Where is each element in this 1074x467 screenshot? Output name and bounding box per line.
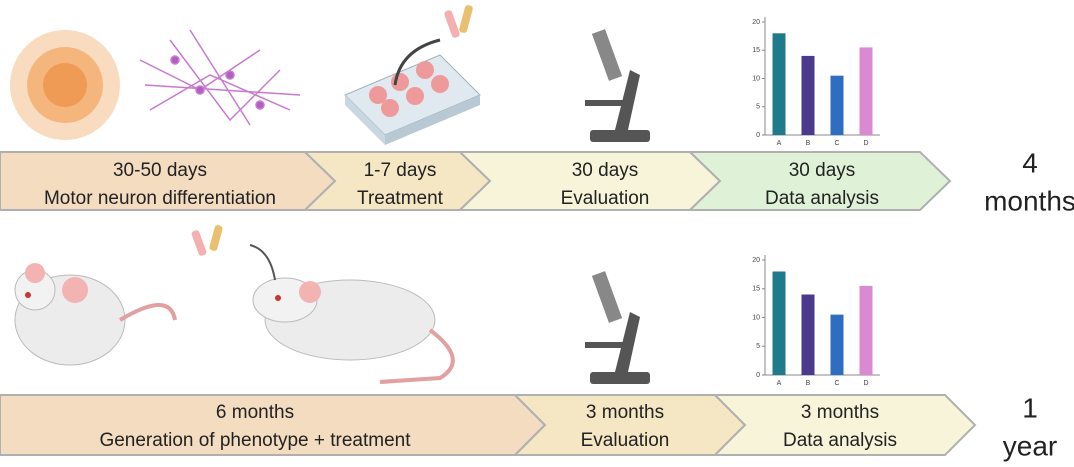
total-time: months bbox=[984, 185, 1074, 216]
y-tick-label: 0 bbox=[756, 132, 760, 139]
stage-label: Data analysis bbox=[765, 188, 879, 209]
stage-duration: 30 days bbox=[789, 160, 856, 181]
y-tick-label: 20 bbox=[752, 19, 760, 26]
total-time: 4 bbox=[1022, 147, 1038, 178]
microscope bbox=[585, 29, 650, 142]
stage-label: Evaluation bbox=[581, 430, 670, 451]
bar bbox=[772, 271, 786, 375]
x-tick-label: B bbox=[806, 140, 811, 147]
stage-arrow bbox=[712, 394, 977, 456]
stage-label: Motor neuron differentiation bbox=[44, 188, 276, 209]
y-tick-label: 0 bbox=[756, 372, 760, 379]
mouse bbox=[191, 225, 455, 384]
microscope bbox=[585, 271, 650, 384]
y-tick-label: 15 bbox=[752, 47, 760, 54]
y-tick-label: 5 bbox=[756, 104, 760, 111]
cell-cluster bbox=[10, 30, 120, 140]
x-tick-label: C bbox=[834, 380, 839, 387]
bar bbox=[772, 33, 786, 135]
bar bbox=[801, 55, 815, 135]
x-tick-label: D bbox=[863, 140, 868, 147]
bar bbox=[801, 294, 815, 375]
stage-duration: 6 months bbox=[216, 402, 294, 423]
stage-label: Generation of phenotype + treatment bbox=[99, 430, 411, 451]
y-tick-label: 5 bbox=[756, 343, 760, 350]
y-tick-label: 15 bbox=[752, 286, 760, 293]
y-tick-label: 20 bbox=[752, 257, 760, 264]
stage-duration: 3 months bbox=[586, 402, 664, 423]
mouse bbox=[14, 263, 177, 366]
stage-label: Treatment bbox=[357, 188, 444, 209]
bar bbox=[830, 75, 844, 135]
stage-duration: 30 days bbox=[572, 160, 639, 181]
stage-duration: 3 months bbox=[801, 402, 879, 423]
total-time: year bbox=[1003, 430, 1057, 461]
bar bbox=[859, 285, 873, 375]
total-time: 1 bbox=[1022, 392, 1038, 423]
x-tick-label: D bbox=[863, 380, 868, 387]
neurons bbox=[139, 29, 301, 126]
x-tick-label: C bbox=[834, 140, 839, 147]
y-tick-label: 10 bbox=[752, 75, 760, 82]
stage-duration: 1-7 days bbox=[364, 160, 437, 181]
stage-label: Data analysis bbox=[783, 430, 897, 451]
stage-label: Evaluation bbox=[561, 188, 650, 209]
y-tick-label: 10 bbox=[752, 314, 760, 321]
x-tick-label: B bbox=[806, 380, 811, 387]
stage-arrow bbox=[687, 151, 952, 211]
x-tick-label: A bbox=[777, 140, 782, 147]
x-tick-label: A bbox=[777, 380, 782, 387]
stage-duration: 30-50 days bbox=[113, 160, 207, 181]
bar bbox=[830, 314, 844, 375]
bar bbox=[859, 47, 873, 135]
well-plate bbox=[344, 5, 481, 145]
